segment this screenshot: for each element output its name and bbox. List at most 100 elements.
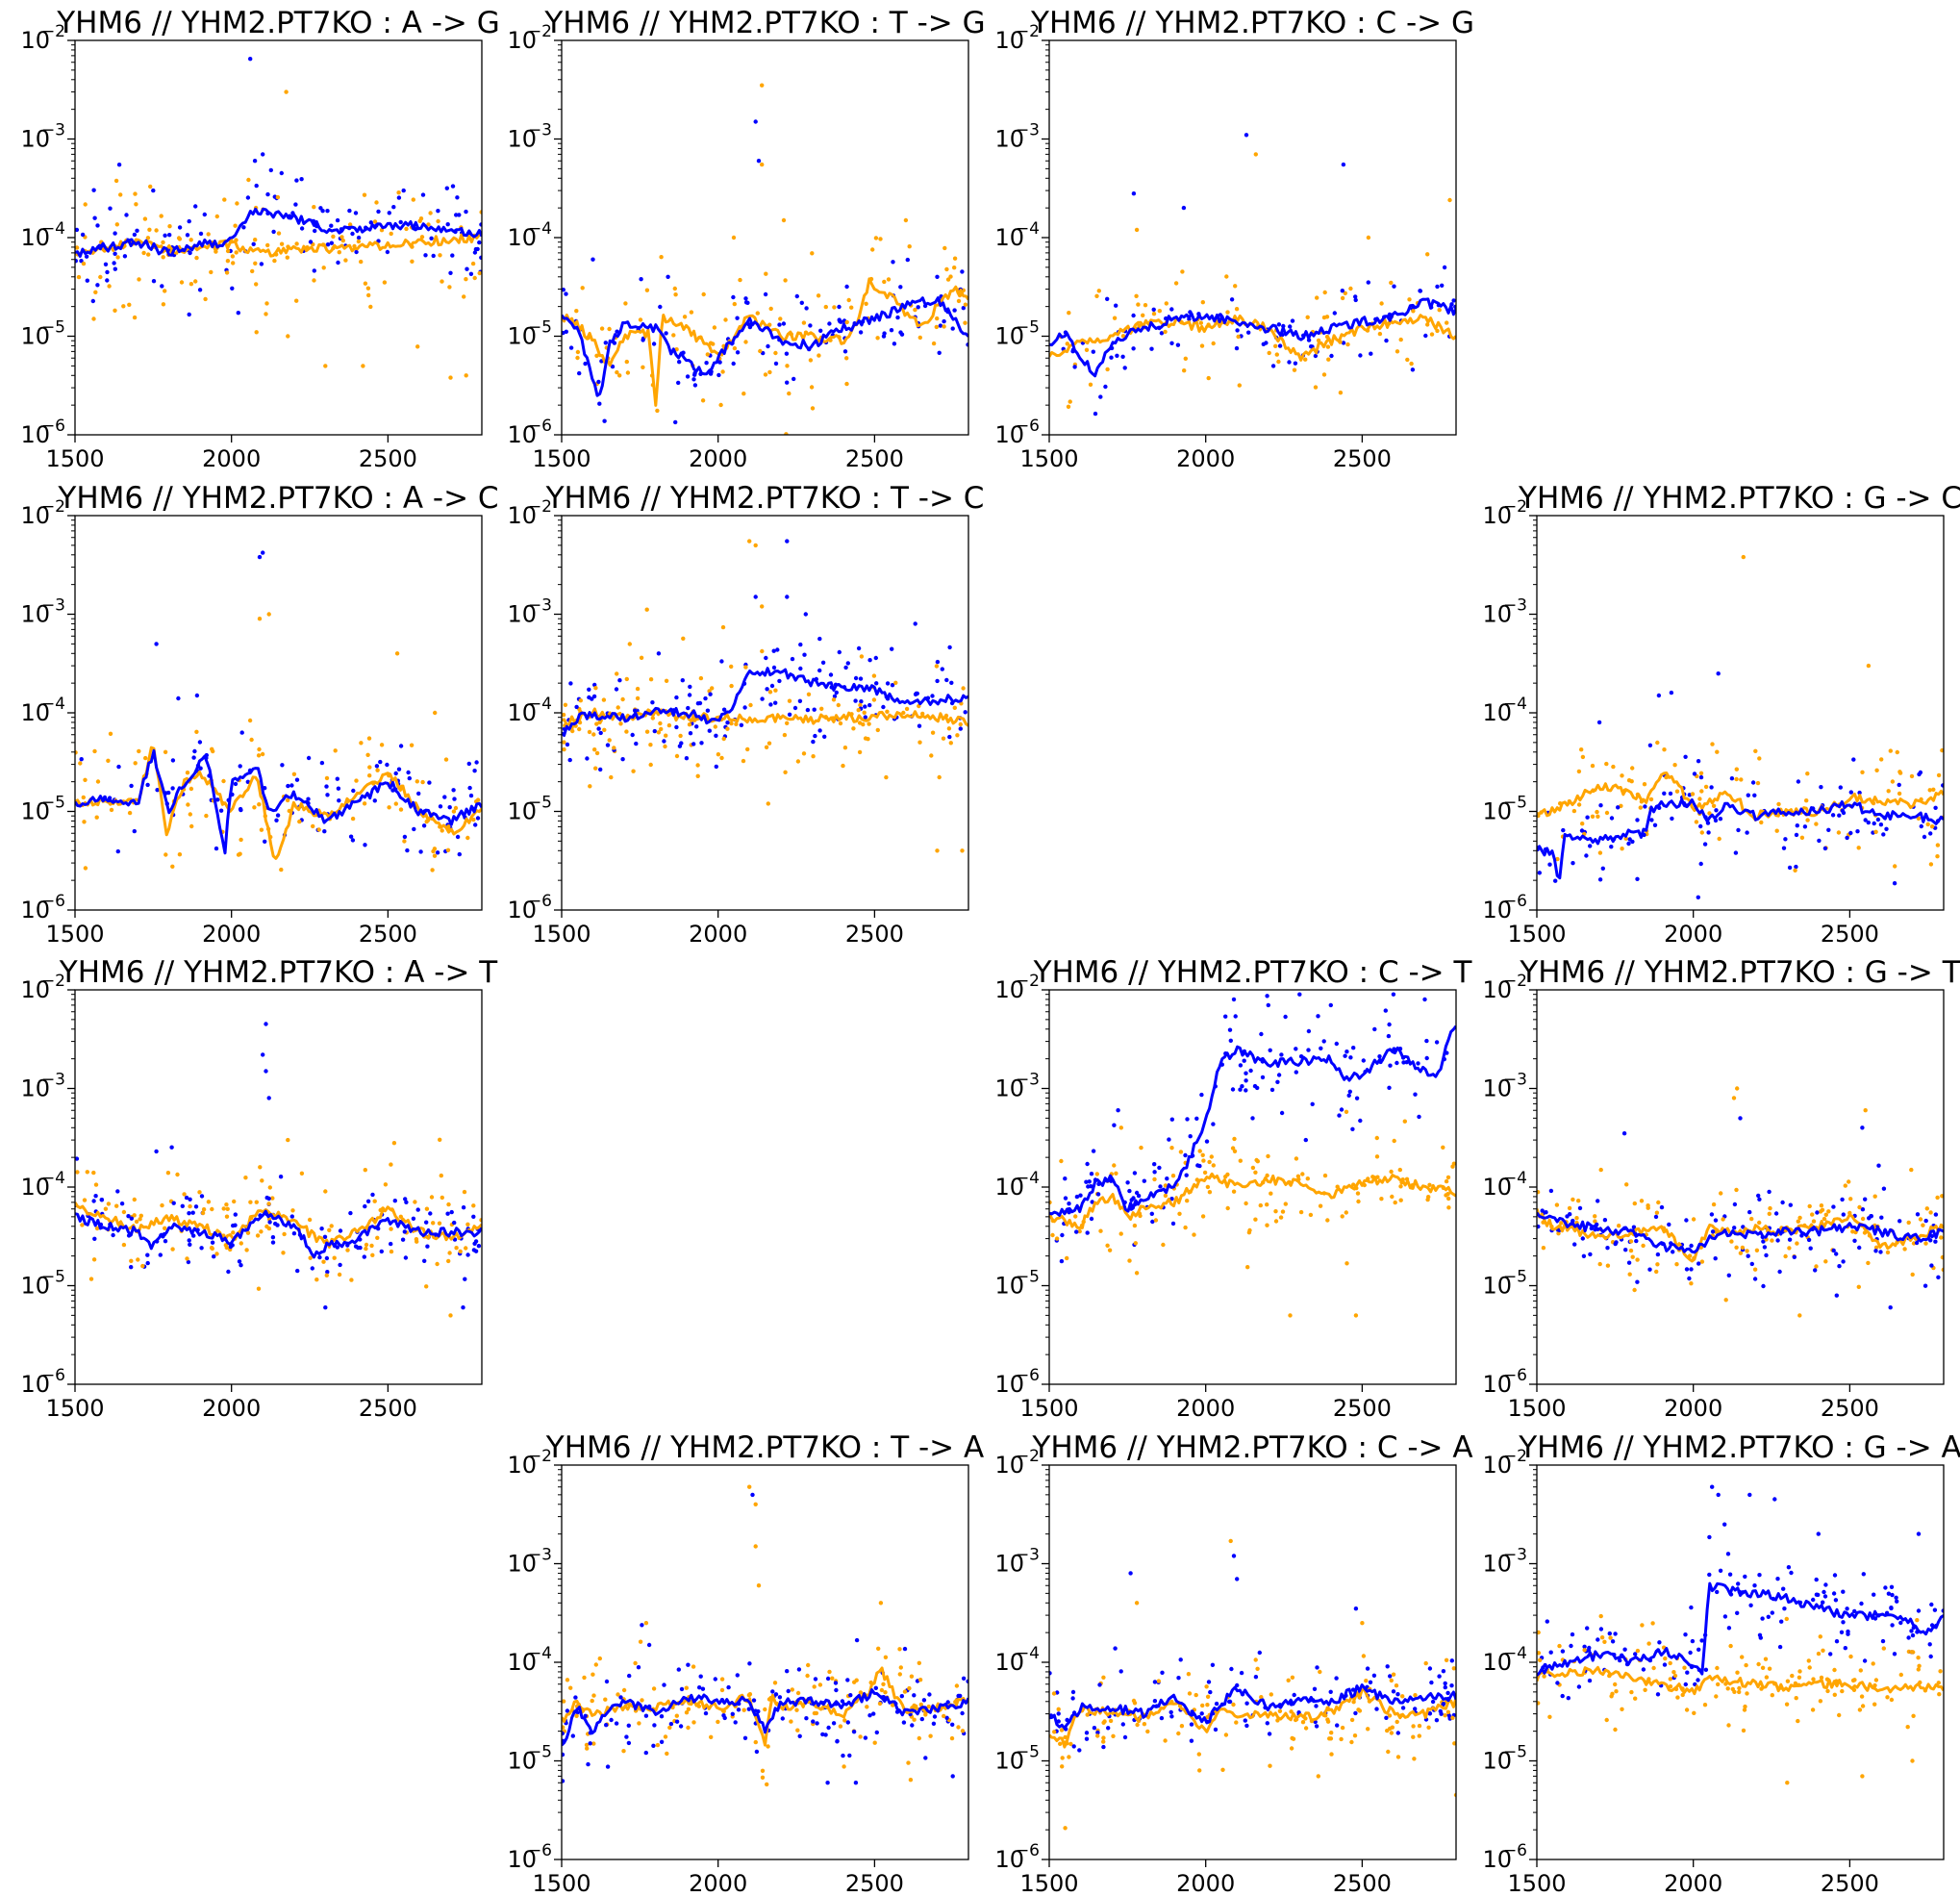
data-point-blue — [455, 195, 460, 200]
data-point-blue — [1643, 804, 1647, 809]
data-point-orange — [1805, 818, 1810, 822]
data-point-orange — [643, 1621, 649, 1626]
data-point-orange — [1136, 302, 1141, 307]
data-point-blue — [1895, 1599, 1899, 1604]
data-point-orange — [1935, 1195, 1940, 1201]
data-point-orange — [398, 807, 404, 812]
data-point-orange — [958, 721, 963, 727]
data-point-orange — [253, 261, 258, 266]
data-point-orange — [1111, 1733, 1116, 1739]
data-point-blue — [643, 1713, 649, 1718]
data-point-blue — [1113, 1646, 1118, 1651]
data-point-blue — [1783, 837, 1788, 842]
data-point-orange — [784, 432, 789, 435]
series-line-blue — [75, 207, 482, 258]
data-point-orange — [1374, 1154, 1380, 1159]
data-point-blue — [1727, 1572, 1733, 1577]
data-point-blue — [630, 732, 635, 738]
data-point-orange — [324, 1273, 329, 1278]
data-point-orange — [453, 805, 459, 811]
data-point-blue — [425, 1244, 430, 1249]
data-point-orange — [75, 1170, 80, 1175]
data-point-blue — [743, 296, 748, 301]
data-point-orange — [562, 1725, 565, 1730]
data-point-blue — [873, 655, 878, 661]
data-point-blue — [1440, 283, 1445, 288]
data-point-blue — [1071, 1744, 1076, 1749]
data-point-blue — [1106, 1726, 1111, 1731]
data-point-orange — [817, 353, 821, 358]
subplot-title: YHM6 // YHM2.PT7KO : A -> T — [59, 955, 498, 990]
subplot-title: YHM6 // YHM2.PT7KO : C -> T — [1033, 955, 1473, 990]
data-point-orange — [882, 279, 887, 285]
data-point-orange — [431, 1221, 436, 1226]
data-point-blue — [698, 1674, 703, 1679]
data-point-orange — [1737, 1689, 1742, 1695]
data-point-orange — [1811, 1677, 1816, 1682]
data-point-blue — [1259, 1031, 1264, 1037]
data-point-orange — [1643, 1687, 1647, 1693]
data-point-orange — [1735, 1670, 1740, 1675]
data-point-blue — [1630, 839, 1635, 845]
data-point-orange — [1633, 1696, 1638, 1701]
data-point-orange — [136, 1257, 140, 1262]
data-point-orange — [883, 1655, 889, 1660]
data-point-orange — [1739, 777, 1744, 782]
data-point-orange — [1225, 1172, 1230, 1177]
data-point-blue — [1566, 1696, 1571, 1701]
series-line-orange — [1537, 1665, 1944, 1696]
data-point-orange — [1265, 1202, 1269, 1207]
data-point-blue — [615, 329, 619, 334]
data-point-orange — [1825, 1688, 1830, 1694]
data-point-blue — [151, 188, 156, 193]
x-tick-label: 2000 — [202, 921, 261, 948]
series-line-blue — [1537, 797, 1944, 880]
data-point-orange — [1814, 1264, 1819, 1269]
data-point-blue — [1616, 805, 1621, 810]
data-point-blue — [643, 1750, 648, 1756]
y-tick-exponent: −4 — [41, 1169, 65, 1188]
data-point-orange — [138, 1217, 142, 1222]
data-point-orange — [766, 801, 770, 806]
data-point-orange — [1795, 1241, 1799, 1246]
data-point-orange — [327, 1227, 332, 1233]
data-point-orange — [753, 1739, 758, 1745]
data-point-blue — [1348, 1055, 1353, 1060]
data-point-blue — [716, 372, 721, 378]
data-point-blue — [834, 1687, 839, 1693]
data-point-blue — [1878, 1250, 1883, 1254]
data-point-blue — [85, 278, 90, 283]
data-point-orange — [841, 763, 845, 769]
data-point-blue — [1808, 1246, 1813, 1251]
plot-area — [1537, 1086, 1944, 1318]
data-point-orange — [1197, 1149, 1202, 1153]
data-point-blue — [799, 300, 804, 305]
data-point-blue — [376, 209, 381, 215]
data-point-orange — [659, 255, 664, 260]
data-point-blue — [1443, 1681, 1447, 1686]
data-point-blue — [845, 1720, 850, 1725]
data-point-orange — [831, 697, 837, 702]
data-point-blue — [1341, 162, 1346, 167]
data-point-orange — [1269, 1692, 1274, 1697]
data-point-blue — [1238, 1063, 1244, 1068]
data-point-blue — [881, 704, 886, 710]
data-point-orange — [1445, 1175, 1451, 1180]
data-point-blue — [1253, 1675, 1259, 1680]
y-tick-label: 10 — [1482, 1551, 1512, 1578]
data-point-blue — [676, 380, 681, 386]
data-point-blue — [1884, 826, 1889, 831]
data-point-blue — [733, 1720, 738, 1725]
data-point-blue — [1747, 1492, 1752, 1498]
data-point-orange — [767, 690, 773, 695]
data-point-orange — [1902, 1247, 1907, 1252]
data-point-orange — [1131, 1698, 1137, 1704]
data-point-blue — [218, 808, 224, 813]
data-point-orange — [963, 302, 968, 307]
data-point-blue — [84, 254, 89, 259]
data-point-orange — [1819, 1203, 1824, 1208]
data-point-blue — [835, 1738, 840, 1744]
y-tick-label: 10 — [507, 126, 537, 153]
data-point-blue — [1881, 1186, 1887, 1191]
